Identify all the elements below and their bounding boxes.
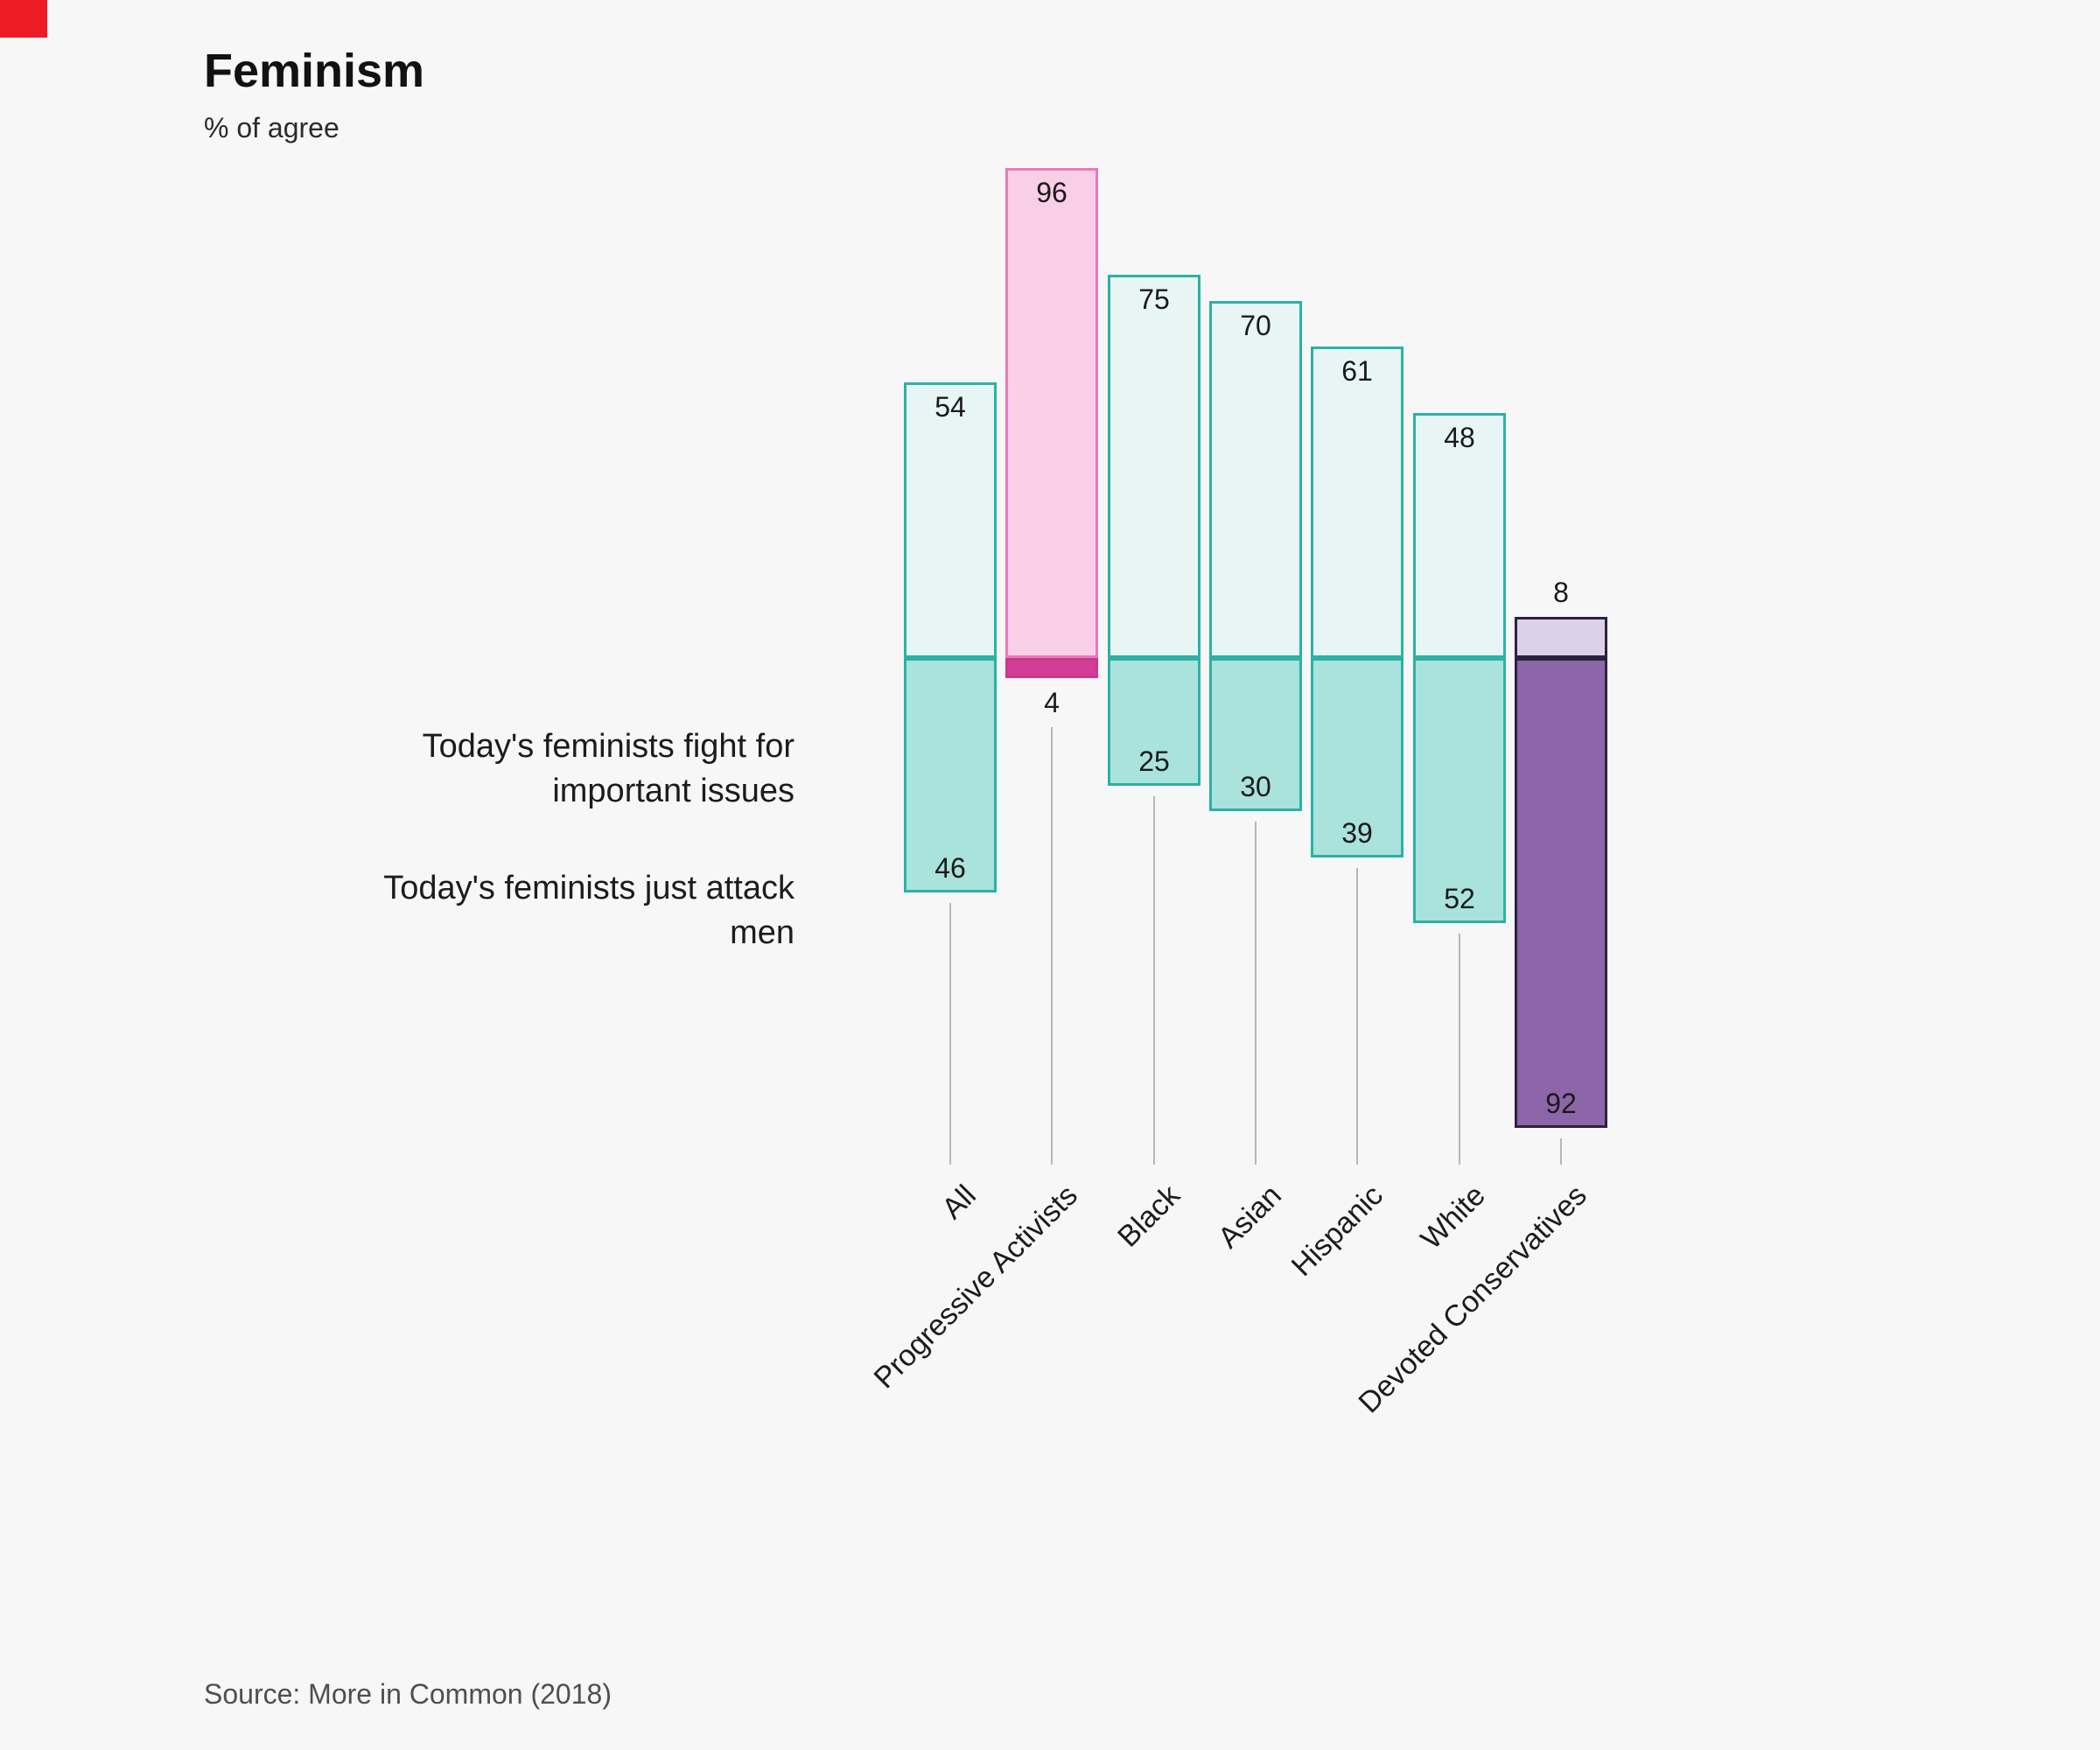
value-top-progressive-activists: 96 <box>1036 177 1068 208</box>
bar-top-white <box>1413 413 1506 658</box>
bar-top-black <box>1108 275 1200 658</box>
series-label-attack-men: Today's feminists just attack men <box>383 870 794 952</box>
bar-top-hispanic <box>1311 346 1404 658</box>
bar-bottom-hispanic <box>1311 658 1404 858</box>
value-bottom-devoted-conservatives: 92 <box>1545 1088 1577 1119</box>
connector-line-all <box>949 903 951 1165</box>
series-label-fight-for-issues: Today's feminists fight for important is… <box>422 728 794 810</box>
value-bottom-all: 46 <box>934 852 966 884</box>
connector-line-devoted-conservatives <box>1560 1138 1562 1165</box>
category-label-white: White <box>1414 1179 1492 1256</box>
bar-bottom-devoted-conservatives <box>1515 658 1607 1128</box>
connector-line-black <box>1153 796 1155 1165</box>
value-bottom-asian: 30 <box>1240 771 1271 802</box>
chart-title: Feminism <box>204 45 425 97</box>
value-top-black: 75 <box>1138 284 1170 315</box>
value-top-white: 48 <box>1444 422 1475 453</box>
value-top-asian: 70 <box>1240 310 1271 341</box>
connector-line-progressive-activists <box>1051 727 1053 1165</box>
category-label-hispanic: Hispanic <box>1284 1179 1390 1284</box>
value-bottom-hispanic: 39 <box>1341 817 1373 849</box>
value-top-hispanic: 61 <box>1341 355 1373 387</box>
category-label-asian: Asian <box>1211 1179 1288 1256</box>
bar-bottom-progressive-activists <box>1005 658 1098 678</box>
bar-bottom-white <box>1413 658 1506 923</box>
connector-line-hispanic <box>1356 868 1358 1165</box>
category-label-devoted-conservatives: Devoted Conservatives <box>1352 1179 1593 1420</box>
category-label-progressive-activists: Progressive Activists <box>867 1179 1084 1396</box>
connector-line-asian <box>1255 822 1256 1165</box>
bar-bottom-all <box>904 658 997 892</box>
bar-bottom-asian <box>1209 658 1302 811</box>
bar-bottom-black <box>1108 658 1200 786</box>
bar-top-asian <box>1209 301 1302 658</box>
value-bottom-black: 25 <box>1138 746 1170 777</box>
value-bottom-progressive-activists: 4 <box>1044 687 1060 718</box>
value-bottom-white: 52 <box>1444 883 1475 914</box>
value-top-devoted-conservatives: 8 <box>1553 577 1569 608</box>
connector-line-white <box>1459 934 1460 1165</box>
bar-top-all <box>904 382 997 658</box>
category-label-black: Black <box>1111 1179 1186 1254</box>
red-corner-marker <box>0 0 47 38</box>
category-label-all: All <box>935 1179 983 1226</box>
bar-top-devoted-conservatives <box>1515 617 1607 658</box>
value-top-all: 54 <box>934 391 966 423</box>
bar-top-progressive-activists <box>1005 168 1098 658</box>
chart-subtitle: % of agree <box>204 112 340 144</box>
source-note: Source: More in Common (2018) <box>204 1678 612 1710</box>
